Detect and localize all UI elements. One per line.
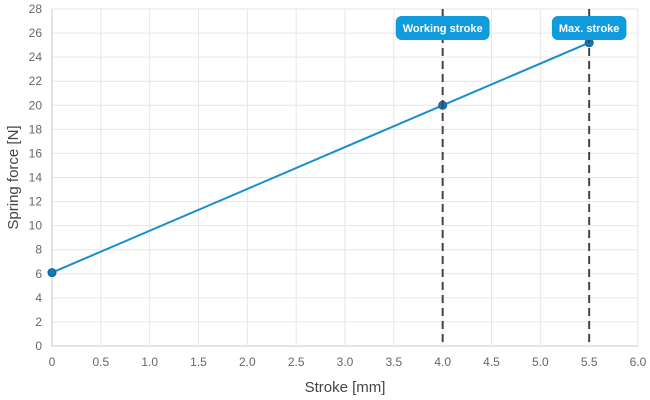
marker-label-text: Working stroke xyxy=(403,23,483,35)
x-tick-label: 5.5 xyxy=(581,355,598,369)
y-tick-label: 20 xyxy=(29,98,43,112)
y-tick-label: 2 xyxy=(35,315,42,329)
y-tick-label: 14 xyxy=(29,171,43,185)
series-line xyxy=(51,41,590,274)
x-tick-label: 1.5 xyxy=(190,355,207,369)
grid-layer xyxy=(51,8,639,347)
x-tick-label: 3.5 xyxy=(385,355,402,369)
marker-label-background xyxy=(551,16,627,40)
x-tick-label: 1.0 xyxy=(141,355,158,369)
x-tick-label: 2.5 xyxy=(288,355,305,369)
y-tick-label: 4 xyxy=(35,291,42,305)
x-tick-label: 0.5 xyxy=(92,355,109,369)
y-tick-label: 22 xyxy=(29,74,43,88)
y-tick-label: 8 xyxy=(35,243,42,257)
x-tick-label: 0 xyxy=(49,355,56,369)
y-tick-label: 12 xyxy=(29,195,43,209)
y-tick-label: 6 xyxy=(35,267,42,281)
y-tick-label: 24 xyxy=(29,50,43,64)
x-tick-label: 5.0 xyxy=(532,355,549,369)
marker-label-background xyxy=(395,16,490,40)
x-tick-label: 4.0 xyxy=(434,355,451,369)
marker-label-text: Max. stroke xyxy=(559,23,620,35)
marker-label: Working stroke xyxy=(395,16,490,40)
y-axis-title: Spring force [N] xyxy=(5,125,22,229)
y-tick-label: 26 xyxy=(29,26,43,40)
y-tick-label: 18 xyxy=(29,122,43,136)
annotation-layer: Working stroke Max. stroke xyxy=(395,9,627,346)
series-layer xyxy=(47,38,594,278)
x-tick-label: 2.0 xyxy=(239,355,256,369)
x-tick-label: 6.0 xyxy=(630,355,647,369)
data-point[interactable] xyxy=(47,268,57,278)
marker-label: Max. stroke xyxy=(551,16,627,40)
y-tick-label: 10 xyxy=(29,219,43,233)
x-tick-label: 3.0 xyxy=(337,355,354,369)
x-tick-label: 4.5 xyxy=(483,355,500,369)
y-tick-label: 28 xyxy=(29,2,43,16)
x-axis-title: Stroke [mm] xyxy=(305,379,386,396)
y-tick-label: 0 xyxy=(35,339,42,353)
y-tick-label: 16 xyxy=(29,146,43,160)
